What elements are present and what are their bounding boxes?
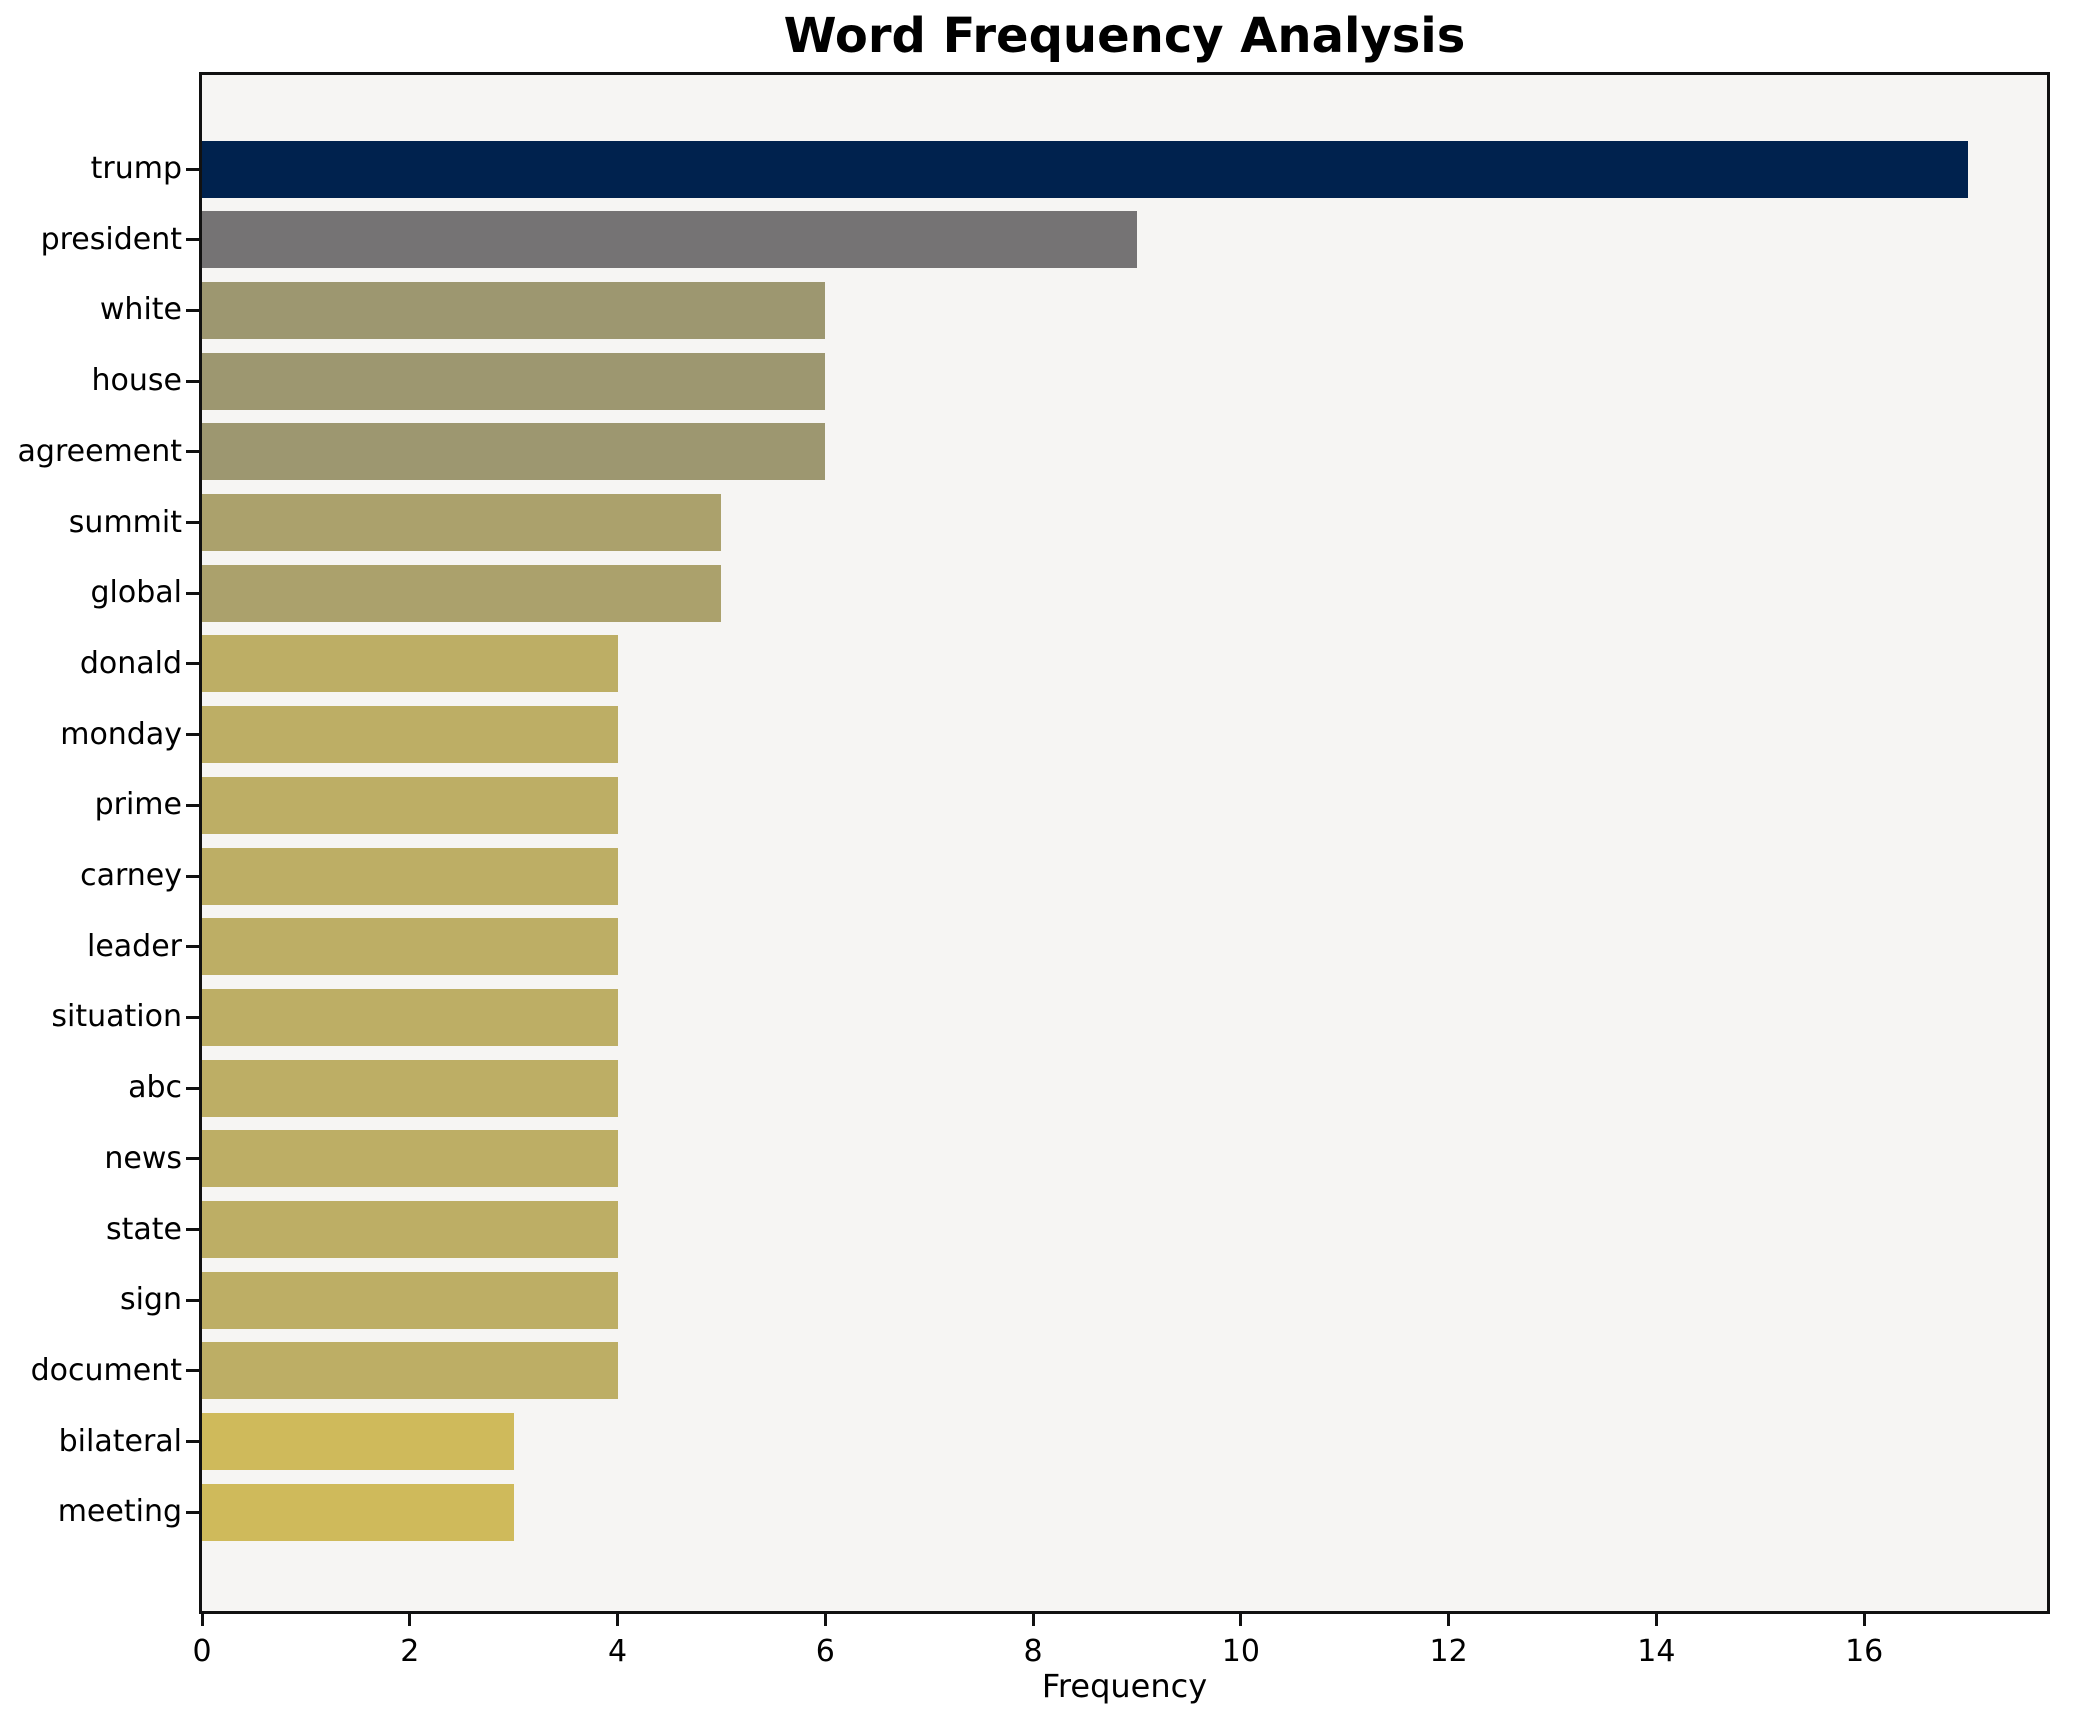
x-tick-mark [1447, 1614, 1451, 1626]
x-tick-mark [1031, 1614, 1035, 1626]
y-tick-label-bilateral: bilateral [58, 1423, 182, 1459]
x-tick-mark [616, 1614, 620, 1626]
y-tick-mark [186, 521, 199, 524]
bar-white [202, 281, 826, 339]
x-tick-label-12: 12 [1429, 1634, 1468, 1669]
y-tick-mark [186, 1369, 199, 1373]
y-tick-label-prime: prime [94, 787, 182, 823]
y-tick-label-abc: abc [128, 1070, 182, 1106]
y-tick-label-situation: situation [51, 999, 182, 1035]
bar-state [202, 1201, 618, 1258]
y-tick-mark [186, 1157, 199, 1161]
x-tick-mark [823, 1614, 827, 1626]
y-tick-mark [186, 803, 199, 807]
y-tick-mark [186, 1015, 199, 1019]
y-tick-mark [186, 662, 199, 666]
y-tick-mark [186, 591, 199, 595]
y-tick-label-document: document [30, 1352, 182, 1388]
x-tick-label-0: 0 [192, 1634, 212, 1669]
bar-abc [202, 1059, 618, 1117]
y-tick-label-state: state [106, 1211, 182, 1247]
x-tick-label-14: 14 [1637, 1634, 1676, 1669]
y-tick-label-trump: trump [90, 151, 182, 186]
x-tick-label-8: 8 [1023, 1634, 1043, 1669]
y-tick-mark [186, 945, 199, 949]
x-tick-label-10: 10 [1221, 1634, 1260, 1669]
bar-carney [202, 847, 618, 905]
bar-agreement [202, 423, 826, 481]
bar-prime [202, 776, 618, 834]
y-tick-label-white: white [99, 292, 182, 328]
y-tick-mark [186, 379, 199, 383]
y-tick-mark [186, 733, 199, 737]
x-tick-mark [1654, 1614, 1658, 1626]
y-tick-label-president: president [40, 221, 182, 257]
y-tick-label-agreement: agreement [17, 433, 182, 469]
bar-donald [202, 635, 618, 693]
y-tick-mark [186, 308, 199, 312]
y-tick-mark [186, 167, 199, 171]
bar-news [202, 1130, 618, 1188]
y-tick-mark [186, 1298, 199, 1302]
bar-leader [202, 918, 618, 976]
y-tick-label-summit: summit [68, 504, 182, 540]
x-tick-label-6: 6 [815, 1634, 835, 1669]
y-tick-label-global: global [90, 575, 183, 611]
y-tick-mark [186, 874, 199, 878]
x-tick-label-4: 4 [607, 1634, 628, 1669]
y-tick-label-monday: monday [60, 716, 182, 752]
bar-meeting [202, 1483, 514, 1541]
bar-house [202, 352, 826, 410]
bar-bilateral [202, 1413, 514, 1471]
x-tick-label-16: 16 [1845, 1634, 1884, 1669]
x-axis-label: Frequency [1041, 1667, 1208, 1705]
bar-summit [202, 494, 722, 551]
y-tick-label-leader: leader [86, 928, 182, 964]
y-tick-label-sign: sign [119, 1282, 182, 1318]
bar-monday [202, 706, 618, 764]
bar-situation [202, 988, 618, 1046]
x-tick-mark [1862, 1614, 1866, 1626]
y-tick-mark [186, 450, 199, 454]
bar-global [202, 564, 722, 622]
y-tick-label-meeting: meeting [57, 1494, 182, 1530]
x-tick-mark [200, 1614, 204, 1626]
y-tick-mark [186, 1510, 199, 1514]
x-tick-mark [408, 1614, 412, 1626]
x-tick-label-2: 2 [400, 1634, 420, 1669]
x-tick-mark [1239, 1614, 1243, 1626]
y-tick-mark [186, 1440, 199, 1444]
y-tick-mark [186, 238, 199, 242]
y-tick-label-house: house [91, 363, 182, 399]
y-tick-mark [186, 1228, 199, 1231]
y-tick-mark [186, 1086, 199, 1090]
y-tick-label-news: news [104, 1140, 182, 1176]
chart-title: Word Frequency Analysis [783, 8, 1466, 64]
bar-president [202, 211, 1137, 269]
bar-sign [202, 1271, 618, 1329]
bar-document [202, 1342, 618, 1400]
y-tick-label-carney: carney [80, 858, 182, 893]
y-tick-label-donald: donald [79, 645, 182, 681]
bar-trump [202, 140, 1969, 198]
